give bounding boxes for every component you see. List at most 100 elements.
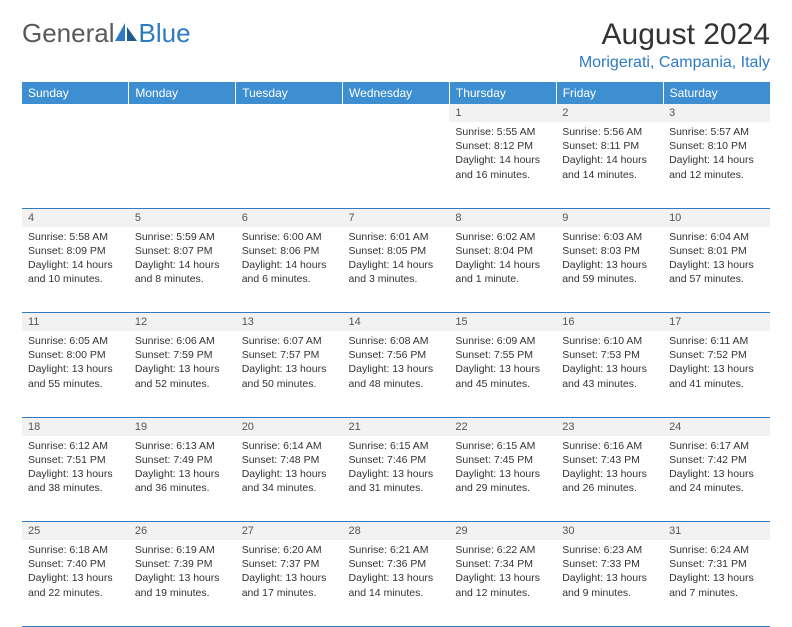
day-body-row: Sunrise: 5:58 AMSunset: 8:09 PMDaylight:…	[22, 227, 770, 313]
sunrise-text: Sunrise: 6:20 AM	[242, 543, 337, 557]
sunset-text: Sunset: 7:40 PM	[28, 557, 123, 571]
sunrise-text: Sunrise: 6:19 AM	[135, 543, 230, 557]
daylight-text: Daylight: 13 hours and 24 minutes.	[669, 467, 764, 495]
title-block: August 2024 Morigerati, Campania, Italy	[579, 18, 770, 72]
day-cell: Sunrise: 6:01 AMSunset: 8:05 PMDaylight:…	[343, 227, 450, 313]
day-cell: Sunrise: 6:14 AMSunset: 7:48 PMDaylight:…	[236, 436, 343, 522]
daylight-text: Daylight: 13 hours and 55 minutes.	[28, 362, 123, 390]
sunset-text: Sunset: 8:05 PM	[349, 244, 444, 258]
day-number: 3	[663, 104, 770, 122]
daylight-text: Daylight: 13 hours and 36 minutes.	[135, 467, 230, 495]
sunrise-text: Sunrise: 6:07 AM	[242, 334, 337, 348]
day-number: 31	[663, 522, 770, 541]
daylight-text: Daylight: 13 hours and 45 minutes.	[455, 362, 550, 390]
daylight-text: Daylight: 13 hours and 14 minutes.	[349, 571, 444, 599]
day-cell: Sunrise: 6:24 AMSunset: 7:31 PMDaylight:…	[663, 540, 770, 626]
sunset-text: Sunset: 8:07 PM	[135, 244, 230, 258]
day-number: 13	[236, 313, 343, 332]
sunset-text: Sunset: 7:39 PM	[135, 557, 230, 571]
daylight-text: Daylight: 14 hours and 12 minutes.	[669, 153, 764, 181]
logo-sail-icon	[115, 23, 137, 41]
logo-text-gray: General	[22, 18, 115, 49]
day-number-row: 11121314151617	[22, 313, 770, 332]
day-number: 15	[449, 313, 556, 332]
day-cell: Sunrise: 6:04 AMSunset: 8:01 PMDaylight:…	[663, 227, 770, 313]
day-number: 9	[556, 208, 663, 227]
sunset-text: Sunset: 7:33 PM	[562, 557, 657, 571]
day-number: 1	[449, 104, 556, 122]
daylight-text: Daylight: 13 hours and 43 minutes.	[562, 362, 657, 390]
sunset-text: Sunset: 7:51 PM	[28, 453, 123, 467]
day-cell	[22, 122, 129, 208]
day-cell: Sunrise: 6:00 AMSunset: 8:06 PMDaylight:…	[236, 227, 343, 313]
daylight-text: Daylight: 13 hours and 48 minutes.	[349, 362, 444, 390]
sunset-text: Sunset: 7:42 PM	[669, 453, 764, 467]
daylight-text: Daylight: 14 hours and 14 minutes.	[562, 153, 657, 181]
sunrise-text: Sunrise: 6:04 AM	[669, 230, 764, 244]
day-cell: Sunrise: 6:06 AMSunset: 7:59 PMDaylight:…	[129, 331, 236, 417]
sunset-text: Sunset: 8:10 PM	[669, 139, 764, 153]
sunrise-text: Sunrise: 6:23 AM	[562, 543, 657, 557]
day-number: 11	[22, 313, 129, 332]
day-number	[343, 104, 450, 122]
logo: General Blue	[22, 18, 191, 49]
day-header: Monday	[129, 82, 236, 104]
day-cell: Sunrise: 6:20 AMSunset: 7:37 PMDaylight:…	[236, 540, 343, 626]
sunset-text: Sunset: 7:52 PM	[669, 348, 764, 362]
daylight-text: Daylight: 13 hours and 41 minutes.	[669, 362, 764, 390]
sunrise-text: Sunrise: 6:24 AM	[669, 543, 764, 557]
sunset-text: Sunset: 8:06 PM	[242, 244, 337, 258]
daylight-text: Daylight: 13 hours and 26 minutes.	[562, 467, 657, 495]
day-number-row: 123	[22, 104, 770, 122]
daylight-text: Daylight: 14 hours and 8 minutes.	[135, 258, 230, 286]
sunrise-text: Sunrise: 5:59 AM	[135, 230, 230, 244]
daylight-text: Daylight: 13 hours and 50 minutes.	[242, 362, 337, 390]
day-body-row: Sunrise: 5:55 AMSunset: 8:12 PMDaylight:…	[22, 122, 770, 208]
sunset-text: Sunset: 7:57 PM	[242, 348, 337, 362]
day-header: Thursday	[449, 82, 556, 104]
day-cell: Sunrise: 6:02 AMSunset: 8:04 PMDaylight:…	[449, 227, 556, 313]
day-cell: Sunrise: 6:22 AMSunset: 7:34 PMDaylight:…	[449, 540, 556, 626]
day-cell: Sunrise: 6:16 AMSunset: 7:43 PMDaylight:…	[556, 436, 663, 522]
sunrise-text: Sunrise: 6:18 AM	[28, 543, 123, 557]
day-number: 4	[22, 208, 129, 227]
day-cell: Sunrise: 6:23 AMSunset: 7:33 PMDaylight:…	[556, 540, 663, 626]
day-header: Saturday	[663, 82, 770, 104]
daylight-text: Daylight: 13 hours and 12 minutes.	[455, 571, 550, 599]
day-cell: Sunrise: 6:15 AMSunset: 7:45 PMDaylight:…	[449, 436, 556, 522]
day-number: 29	[449, 522, 556, 541]
day-number: 17	[663, 313, 770, 332]
day-number	[236, 104, 343, 122]
day-number: 19	[129, 417, 236, 436]
sunset-text: Sunset: 7:55 PM	[455, 348, 550, 362]
day-cell: Sunrise: 5:58 AMSunset: 8:09 PMDaylight:…	[22, 227, 129, 313]
daylight-text: Daylight: 13 hours and 31 minutes.	[349, 467, 444, 495]
daylight-text: Daylight: 13 hours and 17 minutes.	[242, 571, 337, 599]
sunset-text: Sunset: 7:36 PM	[349, 557, 444, 571]
daylight-text: Daylight: 14 hours and 3 minutes.	[349, 258, 444, 286]
day-header: Sunday	[22, 82, 129, 104]
day-cell: Sunrise: 6:08 AMSunset: 7:56 PMDaylight:…	[343, 331, 450, 417]
sunset-text: Sunset: 7:34 PM	[455, 557, 550, 571]
sunset-text: Sunset: 8:09 PM	[28, 244, 123, 258]
day-number: 20	[236, 417, 343, 436]
day-number: 24	[663, 417, 770, 436]
day-number: 28	[343, 522, 450, 541]
day-number: 8	[449, 208, 556, 227]
daylight-text: Daylight: 14 hours and 10 minutes.	[28, 258, 123, 286]
day-cell: Sunrise: 5:55 AMSunset: 8:12 PMDaylight:…	[449, 122, 556, 208]
day-cell: Sunrise: 6:18 AMSunset: 7:40 PMDaylight:…	[22, 540, 129, 626]
sunrise-text: Sunrise: 6:17 AM	[669, 439, 764, 453]
sunset-text: Sunset: 7:37 PM	[242, 557, 337, 571]
day-cell: Sunrise: 6:11 AMSunset: 7:52 PMDaylight:…	[663, 331, 770, 417]
day-cell: Sunrise: 6:05 AMSunset: 8:00 PMDaylight:…	[22, 331, 129, 417]
day-number	[129, 104, 236, 122]
daylight-text: Daylight: 14 hours and 16 minutes.	[455, 153, 550, 181]
day-cell: Sunrise: 6:12 AMSunset: 7:51 PMDaylight:…	[22, 436, 129, 522]
day-header: Tuesday	[236, 82, 343, 104]
sunrise-text: Sunrise: 6:10 AM	[562, 334, 657, 348]
daylight-text: Daylight: 14 hours and 1 minute.	[455, 258, 550, 286]
sunrise-text: Sunrise: 5:56 AM	[562, 125, 657, 139]
sunset-text: Sunset: 8:03 PM	[562, 244, 657, 258]
calendar-table: Sunday Monday Tuesday Wednesday Thursday…	[22, 82, 770, 627]
